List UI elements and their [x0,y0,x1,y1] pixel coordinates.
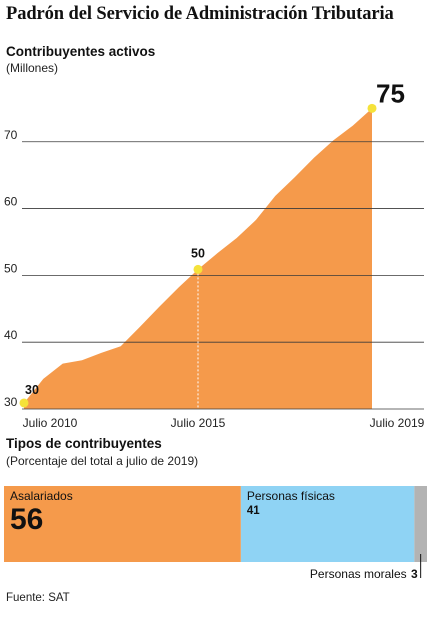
x-tick-label: Julio 2010 [23,416,78,430]
area-chart-subtitle: (Millones) [6,61,59,75]
segment-category-label: Personas físicas [247,489,335,503]
highlight-label: 50 [191,246,205,260]
highlight-point [193,264,203,274]
source-note: Fuente: SAT [6,592,70,604]
highlight-point [367,103,377,113]
area-fill [24,108,372,410]
segment-category-label: Personas morales [310,567,407,581]
segment-value-label: 41 [247,505,260,517]
highlight-label: 75 [376,78,405,108]
y-tick-label: 50 [4,261,18,275]
y-tick-label: 60 [4,195,18,209]
contribuyentes-area-chart: 30 40 50 60 70 Julio 2010 Julio 2015 Julio 2019… [4,78,425,430]
y-tick-label: 40 [4,328,18,342]
x-tick-label: Julio 2015 [171,416,226,430]
y-tick-label: 70 [4,128,18,142]
y-tick-label: 30 [4,395,18,409]
segment-value-label: 3 [411,567,418,581]
area-chart-title: Contribuyentes activos [6,44,156,59]
bar-chart-title: Tipos de contribuyentes [6,436,162,451]
bar-segment-2 [414,486,427,562]
segment-value-label: 56 [10,503,43,536]
bar-segment-0 [4,486,241,562]
bar-segment-1 [240,486,415,562]
page-title: Padrón del Servicio de Administración Tr… [6,4,394,24]
highlight-point [19,398,29,408]
bar-chart-subtitle: (Porcentaje del total a julio de 2019) [6,454,199,468]
x-tick-label: Julio 2019 [370,416,425,430]
segment-category-label: Asalariados [10,489,73,503]
highlight-label: 30 [25,383,39,397]
